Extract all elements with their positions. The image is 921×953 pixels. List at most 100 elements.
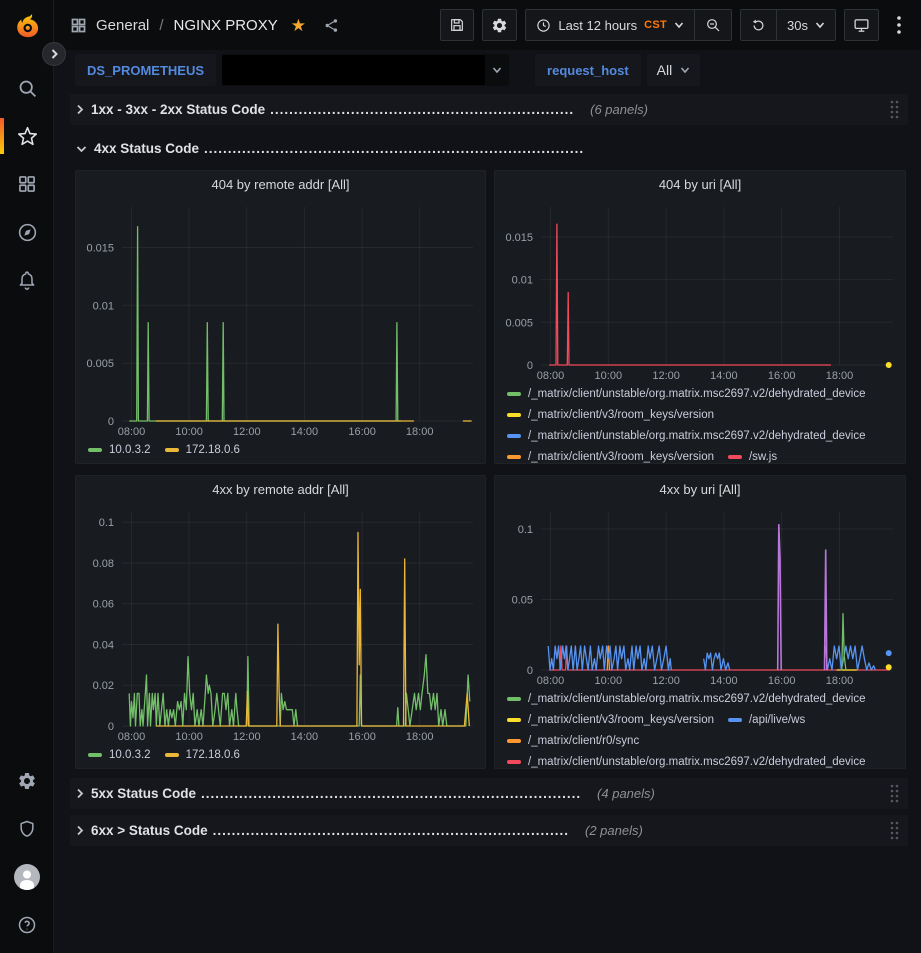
sidebar-item-search[interactable] bbox=[0, 64, 54, 112]
panel-legend: 10.0.3.2 172.18.0.6 bbox=[76, 744, 485, 768]
row-drag-handle[interactable] bbox=[889, 820, 900, 841]
row-drag-handle[interactable] bbox=[889, 99, 900, 120]
legend-label: /_matrix/client/v3/room_keys/version bbox=[528, 713, 714, 726]
gear-icon bbox=[493, 18, 507, 32]
datasource-dropdown[interactable] bbox=[222, 54, 510, 86]
panel-legend: 10.0.3.2 172.18.0.6 bbox=[76, 439, 485, 463]
legend-item[interactable]: /sw.js bbox=[727, 451, 777, 463]
legend-label: /_matrix/client/unstable/org.matrix.msc2… bbox=[528, 429, 866, 442]
more-options-button[interactable] bbox=[887, 9, 911, 41]
clock-icon bbox=[537, 18, 551, 32]
chart-svg: 0 0.005 0.01 0.015 08:00 10:00 12:00 14:00 16:00… bbox=[86, 207, 473, 438]
series-color-swatch bbox=[727, 717, 742, 722]
refresh-interval-dropdown[interactable]: 30s bbox=[776, 10, 835, 40]
chevron-right-icon bbox=[76, 825, 84, 836]
legend-item[interactable]: /_matrix/client/v3/room_keys/version bbox=[507, 714, 714, 726]
variable-label-request-host[interactable]: request_host bbox=[535, 54, 641, 86]
refresh-button[interactable] bbox=[741, 10, 776, 40]
grafana-logo[interactable] bbox=[0, 0, 54, 52]
panel-404-by-uri: 404 by uri [All] 0 0.005 0.01 0.015 08:00 10:… bbox=[494, 170, 906, 464]
variable-label-ds-prometheus[interactable]: DS_PROMETHEUS bbox=[75, 54, 217, 86]
sidebar-item-starred[interactable] bbox=[0, 112, 54, 160]
panel-title[interactable]: 404 by remote addr [All] bbox=[211, 176, 350, 192]
top-navbar: General / NGINX PROXY ★ Las bbox=[54, 0, 921, 50]
time-range-picker[interactable]: Last 12 hours CST bbox=[526, 10, 694, 40]
dashboard-title[interactable]: NGINX PROXY bbox=[173, 16, 278, 34]
legend-item[interactable]: /_matrix/client/r0/sync bbox=[507, 735, 639, 747]
datasource-value-redacted bbox=[222, 55, 486, 85]
panel-title[interactable]: 404 by uri [All] bbox=[658, 176, 742, 192]
sidebar-item-explore[interactable] bbox=[0, 208, 54, 256]
row-drag-handle[interactable] bbox=[889, 783, 900, 804]
zoom-out-time-button[interactable] bbox=[694, 10, 731, 40]
legend-item[interactable]: 172.18.0.6 bbox=[164, 749, 240, 761]
svg-text:0.04: 0.04 bbox=[93, 640, 114, 652]
dashboard-canvas: 1xx - 3xx - 2xx Status Code ............… bbox=[54, 88, 921, 953]
legend-item[interactable]: /_matrix/client/v3/room_keys/version bbox=[507, 409, 714, 421]
svg-text:0: 0 bbox=[527, 665, 533, 677]
series-color-swatch bbox=[164, 752, 179, 757]
save-dashboard-button[interactable] bbox=[440, 9, 475, 41]
time-series-chart[interactable]: 0 0.005 0.01 0.015 08:00 10:00 12:00 14:00 16:00… bbox=[76, 197, 485, 439]
row-title-dots: ........................................… bbox=[204, 141, 585, 156]
panel-title[interactable]: 4xx by remote addr [All] bbox=[212, 481, 349, 497]
legend-item[interactable]: /api/live/ws bbox=[727, 714, 805, 726]
sidebar-item-help[interactable] bbox=[0, 901, 54, 949]
panel-title[interactable]: 4xx by uri [All] bbox=[659, 481, 741, 497]
expand-sidebar-button[interactable] bbox=[42, 42, 66, 66]
row-panel-count: (4 panels) bbox=[597, 786, 655, 801]
legend-row: /_matrix/client/v3/room_keys/version/api… bbox=[507, 709, 905, 730]
star-icon bbox=[17, 126, 37, 145]
avatar-person-icon bbox=[20, 870, 34, 890]
svg-text:0.015: 0.015 bbox=[86, 243, 114, 255]
time-series-chart[interactable]: 0 0.05 0.1 08:00 10:00 12:00 14:00 16:00 18:00 bbox=[495, 502, 905, 688]
series-color-swatch bbox=[164, 447, 179, 452]
legend-row: /_matrix/client/unstable/org.matrix.msc2… bbox=[507, 383, 905, 404]
row-header-6xx[interactable]: 6xx > Status Code ......................… bbox=[70, 815, 908, 846]
svg-text:0.02: 0.02 bbox=[93, 680, 114, 692]
sidebar-item-profile[interactable] bbox=[0, 853, 54, 901]
request-host-dropdown[interactable]: All bbox=[646, 54, 701, 86]
request-host-value: All bbox=[656, 62, 673, 78]
svg-text:12:00: 12:00 bbox=[652, 675, 680, 687]
svg-text:0: 0 bbox=[527, 360, 533, 372]
legend-item[interactable]: 10.0.3.2 bbox=[88, 749, 151, 761]
legend-item[interactable]: 172.18.0.6 bbox=[164, 444, 240, 456]
time-series-chart[interactable]: 0 0.005 0.01 0.015 08:00 10:00 12:00 14:00 16:00… bbox=[495, 197, 905, 383]
series-color-swatch bbox=[507, 717, 521, 722]
svg-text:08:00: 08:00 bbox=[118, 731, 146, 743]
svg-text:0.06: 0.06 bbox=[93, 599, 114, 611]
time-range-controls: Last 12 hours CST bbox=[525, 9, 733, 41]
sidebar-item-dashboards[interactable] bbox=[0, 160, 54, 208]
dashboard-settings-button[interactable] bbox=[482, 9, 518, 41]
svg-text:0: 0 bbox=[108, 416, 114, 428]
legend-label: /_matrix/client/v3/room_keys/version bbox=[528, 450, 714, 463]
svg-text:16:00: 16:00 bbox=[348, 426, 376, 438]
sidebar-item-configuration[interactable] bbox=[0, 757, 54, 805]
time-series-chart[interactable]: 0 0.02 0.04 0.06 0.08 0.1 08:00 10:00 12:00 14:00… bbox=[76, 502, 485, 744]
svg-text:16:00: 16:00 bbox=[768, 370, 796, 382]
sidebar-item-alerting[interactable] bbox=[0, 256, 54, 304]
legend-item[interactable]: 10.0.3.2 bbox=[88, 444, 151, 456]
favorite-star-icon[interactable]: ★ bbox=[290, 15, 306, 35]
row-header-5xx[interactable]: 5xx Status Code ........................… bbox=[70, 778, 908, 809]
share-button[interactable] bbox=[323, 17, 340, 34]
legend-label: 10.0.3.2 bbox=[109, 443, 151, 456]
drag-dots-icon bbox=[890, 100, 899, 119]
row-header-1xx-3xx-2xx[interactable]: 1xx - 3xx - 2xx Status Code ............… bbox=[70, 94, 908, 125]
dashboard-variables-bar: DS_PROMETHEUS request_host All bbox=[54, 50, 921, 90]
svg-text:0: 0 bbox=[108, 721, 114, 733]
legend-item[interactable]: /_matrix/client/v3/room_keys/version bbox=[507, 451, 714, 463]
row-panel-count: (2 panels) bbox=[584, 823, 643, 838]
avatar bbox=[14, 864, 40, 890]
row-header-4xx[interactable]: 4xx Status Code ........................… bbox=[70, 133, 908, 164]
chevron-right-icon bbox=[51, 49, 58, 59]
refresh-icon bbox=[752, 19, 764, 30]
legend-item[interactable]: /_matrix/client/unstable/org.matrix.msc2… bbox=[507, 430, 866, 442]
breadcrumb-section[interactable]: General bbox=[96, 16, 150, 34]
sidebar-item-server-admin[interactable] bbox=[0, 805, 54, 853]
tv-mode-button[interactable] bbox=[844, 9, 879, 41]
legend-item[interactable]: /_matrix/client/unstable/org.matrix.msc2… bbox=[507, 693, 866, 705]
legend-item[interactable]: /_matrix/client/unstable/org.matrix.msc2… bbox=[507, 388, 866, 400]
legend-item[interactable]: /_matrix/client/unstable/org.matrix.msc2… bbox=[507, 756, 866, 768]
